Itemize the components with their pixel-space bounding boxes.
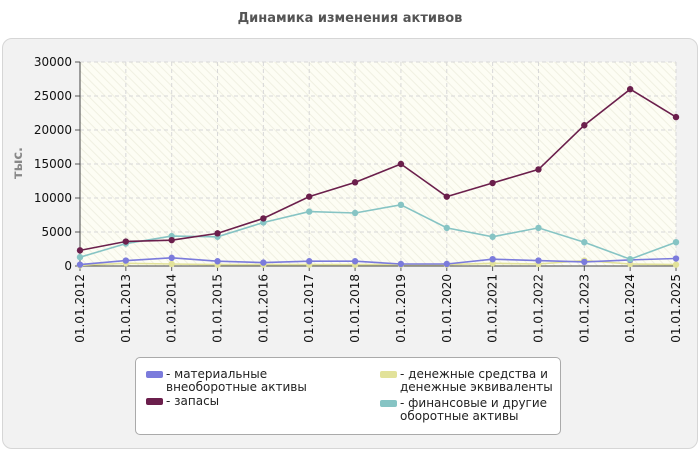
y-tick-label: 15000 bbox=[34, 157, 72, 171]
x-tick-label: 01.01.2017 bbox=[302, 274, 316, 343]
series-4-point bbox=[76, 253, 84, 261]
x-tick-label: 01.01.2018 bbox=[348, 274, 362, 343]
series-2-point bbox=[672, 113, 680, 121]
series-2-point bbox=[535, 166, 542, 173]
legend-swatch bbox=[146, 371, 163, 378]
series-1-point bbox=[214, 258, 221, 265]
legend-swatch bbox=[380, 400, 397, 407]
series-1-point bbox=[489, 256, 496, 263]
x-tick-label: 01.01.2022 bbox=[531, 274, 545, 343]
x-tick-label: 01.01.2025 bbox=[669, 274, 683, 343]
series-4-point bbox=[306, 208, 313, 215]
x-tick-label: 01.01.2012 bbox=[73, 274, 87, 343]
series-4-point bbox=[581, 239, 588, 246]
series-1-point bbox=[443, 260, 450, 268]
x-tick-label: 01.01.2014 bbox=[165, 274, 179, 343]
series-4-point bbox=[626, 256, 634, 263]
y-tick-label: 25000 bbox=[34, 89, 72, 103]
series-2-point bbox=[214, 230, 221, 237]
series-2-point bbox=[260, 215, 267, 222]
y-tick-label: 30000 bbox=[34, 55, 72, 69]
x-tick-label: 01.01.2020 bbox=[440, 274, 454, 343]
series-1-point bbox=[122, 257, 130, 264]
x-tick-label: 01.01.2019 bbox=[394, 274, 408, 343]
y-tick-label: 0 bbox=[64, 259, 72, 273]
series-2-point bbox=[168, 236, 175, 244]
series-line-1 bbox=[79, 256, 677, 266]
series-4-point bbox=[397, 201, 405, 208]
y-axis-label: тыс. bbox=[11, 147, 26, 179]
legend-item-inventories: - запасы bbox=[146, 395, 361, 408]
series-line-4 bbox=[79, 203, 677, 261]
series-1-point bbox=[260, 259, 267, 266]
series-lines bbox=[76, 86, 680, 269]
series-3-point bbox=[168, 260, 175, 268]
legend-label: - материальные внеоборотные активы bbox=[166, 367, 307, 394]
x-tick-label: 01.01.2023 bbox=[577, 274, 591, 343]
chart-title: Динамика изменения активов bbox=[237, 11, 463, 26]
legend-swatch bbox=[380, 371, 397, 378]
series-4-point bbox=[351, 209, 359, 217]
series-2-point bbox=[581, 122, 588, 129]
series-1-point bbox=[76, 261, 84, 268]
series-1-point bbox=[306, 258, 313, 265]
grid-lines bbox=[80, 61, 677, 266]
legend-label: - денежные средства и денежные эквивален… bbox=[400, 367, 553, 394]
legend-item-tangible-assets: - материальные внеоборотные активы bbox=[146, 368, 361, 394]
legend-item-cash: - денежные средства и денежные эквивален… bbox=[380, 368, 560, 394]
y-tick-label: 5000 bbox=[41, 225, 72, 239]
series-2-point bbox=[489, 179, 496, 187]
series-1-point bbox=[397, 260, 405, 268]
series-4-point bbox=[443, 224, 450, 232]
x-tick-label: 01.01.2016 bbox=[256, 274, 270, 343]
series-2-point bbox=[306, 193, 313, 200]
x-tick-label: 01.01.2015 bbox=[211, 274, 225, 343]
series-4-point bbox=[535, 224, 542, 232]
legend-item-financial-assets: - финансовые и другие оборотные активы bbox=[380, 397, 560, 423]
series-2-point bbox=[397, 160, 405, 168]
series-2-point bbox=[122, 238, 130, 245]
series-1-point bbox=[351, 258, 359, 265]
legend: - материальные внеоборотные активы - зап… bbox=[135, 357, 561, 435]
series-4-point bbox=[489, 233, 496, 240]
series-4-point bbox=[672, 239, 680, 246]
legend-label: - запасы bbox=[166, 394, 220, 408]
series-line-2 bbox=[79, 88, 677, 252]
series-2-point bbox=[443, 193, 450, 200]
series-3-point bbox=[672, 261, 680, 268]
x-tick-label: 01.01.2024 bbox=[623, 274, 637, 343]
series-2-point bbox=[626, 86, 634, 93]
series-2-point bbox=[76, 247, 84, 254]
series-1-point bbox=[672, 255, 680, 262]
series-1-point bbox=[535, 257, 542, 264]
legend-label: - финансовые и другие оборотные активы bbox=[400, 396, 548, 423]
x-tick-label: 01.01.2013 bbox=[119, 274, 133, 343]
legend-swatch bbox=[146, 398, 163, 405]
series-1-point bbox=[168, 254, 175, 262]
series-2-point bbox=[351, 179, 359, 186]
y-tick-label: 20000 bbox=[34, 123, 72, 137]
axes: 0 5000 10000 15000 20000 25000 30000 01.01.2012… bbox=[34, 55, 683, 343]
series-1-point bbox=[581, 258, 588, 266]
y-tick-label: 10000 bbox=[34, 191, 72, 205]
x-tick-label: 01.01.2021 bbox=[486, 274, 500, 343]
